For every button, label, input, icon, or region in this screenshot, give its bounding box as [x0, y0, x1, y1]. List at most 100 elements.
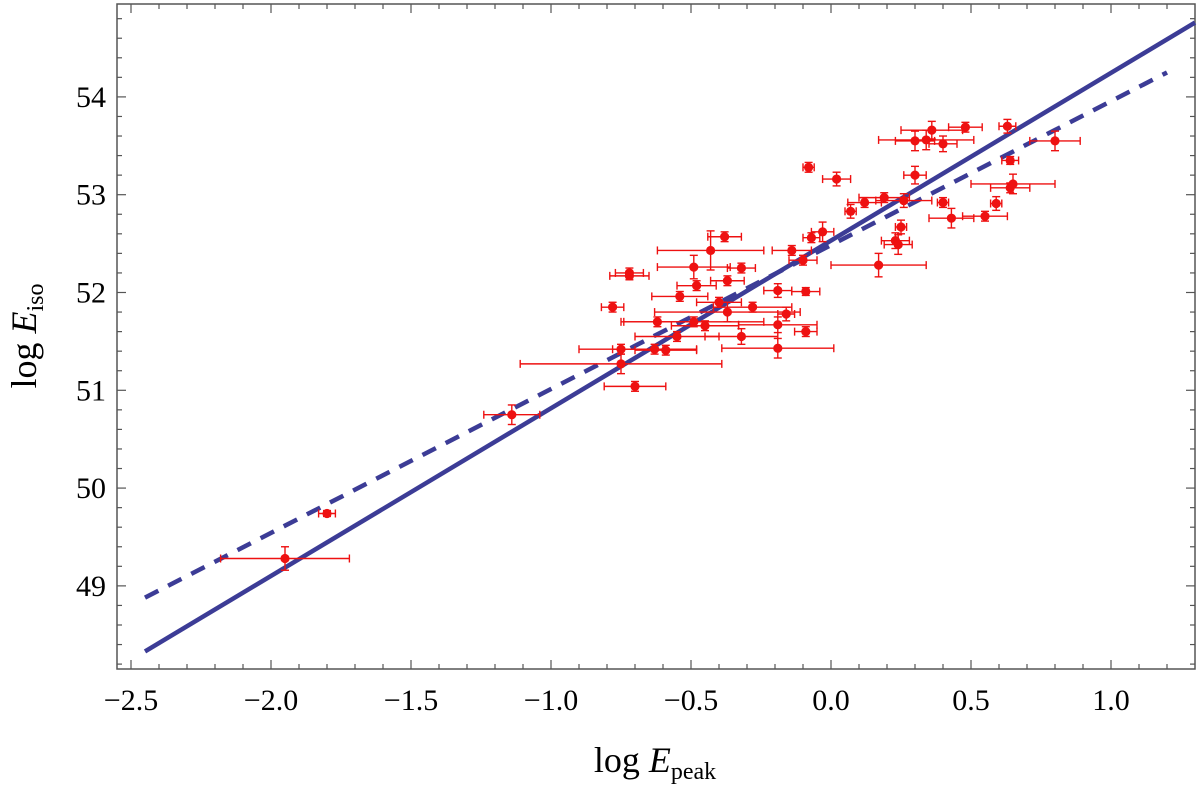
data-point — [1001, 155, 1020, 166]
x-tick-label: 1.0 — [1092, 684, 1130, 717]
data-point — [317, 508, 337, 519]
point-marker — [801, 286, 811, 297]
x-tick-label: −1.5 — [384, 684, 438, 717]
data-point — [989, 195, 1003, 212]
point-marker — [507, 410, 517, 420]
point-marker — [938, 139, 948, 149]
data-point — [961, 210, 1009, 222]
data-point — [519, 353, 723, 375]
data-point — [611, 343, 698, 355]
point-marker — [720, 232, 730, 242]
point-marker — [804, 162, 814, 172]
data-point — [802, 161, 815, 173]
data-point — [676, 280, 717, 292]
point-marker — [280, 553, 290, 564]
data-point — [830, 252, 927, 278]
point-marker — [1002, 121, 1013, 131]
data-point — [737, 316, 818, 334]
point-marker — [672, 331, 682, 342]
data-point — [600, 301, 625, 313]
point-marker — [938, 197, 948, 208]
point-marker — [661, 345, 671, 355]
point-marker — [927, 125, 937, 135]
data-point — [609, 271, 650, 281]
point-marker — [773, 320, 783, 330]
data-point — [821, 171, 852, 187]
point-marker — [946, 213, 957, 223]
data-point — [653, 301, 801, 323]
point-marker — [781, 309, 791, 319]
y-tick-label: 53 — [76, 179, 106, 212]
y-tick-label: 50 — [76, 472, 106, 505]
point-marker — [991, 198, 1001, 209]
data-point — [894, 130, 936, 152]
data-point — [970, 173, 1056, 195]
dashed-fit-line — [143, 70, 1169, 600]
data-point — [763, 282, 793, 299]
data-point — [928, 207, 975, 229]
data-point — [1029, 130, 1081, 152]
point-marker — [692, 281, 702, 291]
point-marker — [773, 343, 783, 353]
point-marker — [846, 206, 856, 216]
point-marker — [1008, 179, 1018, 189]
data-point — [712, 301, 793, 313]
plot-frame — [116, 3, 1196, 670]
data-point — [788, 254, 818, 266]
point-marker — [874, 260, 884, 270]
point-marker — [818, 227, 828, 237]
tick-labels: −2.5 −2.0 −1.5 −1.0 −0.5 0.0 0.5 1.0 49 50 51 52 53 5… — [76, 81, 1130, 717]
x-tick-label: −2.5 — [104, 684, 158, 717]
data-point — [656, 254, 731, 280]
point-marker — [706, 245, 716, 256]
point-marker — [910, 170, 920, 180]
point-marker — [899, 195, 909, 206]
point-marker — [722, 276, 733, 286]
data-point — [704, 327, 779, 346]
y-tick-label: 54 — [76, 81, 106, 114]
point-marker — [736, 263, 747, 273]
point-marker — [896, 222, 906, 232]
point-marker — [787, 245, 797, 256]
data-point — [903, 165, 927, 185]
data-point — [721, 337, 835, 359]
data-point — [875, 193, 933, 209]
point-marker — [1050, 136, 1060, 146]
data-point — [877, 129, 975, 151]
data-point — [709, 275, 745, 287]
data-point — [936, 196, 950, 209]
data-point — [791, 286, 821, 297]
point-marker — [722, 307, 733, 317]
data-point — [634, 344, 698, 356]
point-marker — [748, 302, 758, 312]
data-point — [219, 546, 351, 571]
point-marker — [675, 291, 685, 302]
axis-ticks — [117, 4, 1195, 669]
point-marker — [616, 359, 626, 369]
data-point — [483, 404, 541, 426]
y-axis-label: log Eiso — [4, 283, 49, 388]
data-point — [777, 306, 796, 322]
data-point — [802, 232, 821, 244]
point-marker — [832, 174, 842, 184]
data-point — [883, 234, 913, 256]
point-marker — [650, 344, 660, 354]
point-marker — [689, 262, 699, 272]
data-point — [810, 221, 835, 243]
y-tick-label: 51 — [76, 374, 106, 407]
data-point — [623, 316, 765, 328]
data-point — [603, 380, 667, 392]
point-marker — [860, 197, 870, 208]
x-axis-label: log Epeak — [594, 740, 716, 785]
point-marker — [806, 233, 817, 243]
point-marker — [1005, 155, 1015, 166]
point-marker — [700, 321, 710, 331]
point-marker — [714, 297, 724, 307]
data-point — [900, 120, 964, 140]
x-tick-label: −1.0 — [524, 684, 578, 717]
point-marker — [322, 508, 332, 519]
data-point — [707, 231, 743, 243]
data-point — [894, 219, 908, 235]
y-tick-label: 52 — [76, 276, 106, 309]
